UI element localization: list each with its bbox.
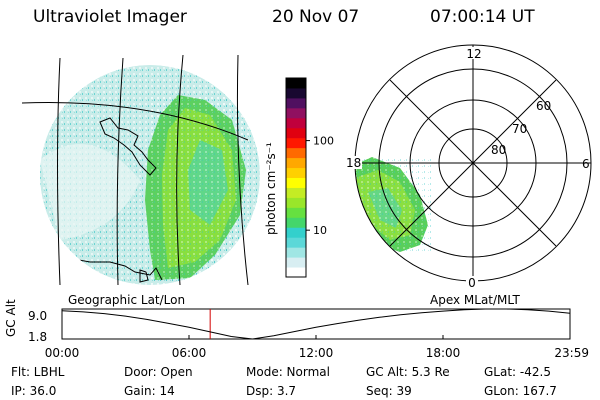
geographic-label: Geographic Lat/Lon	[68, 293, 186, 307]
flight-filter: Flt: LBHL	[11, 365, 65, 379]
mlt-6-label: 6	[582, 157, 590, 171]
lat-80-label: 80	[491, 143, 506, 157]
mlt-12-label: 12	[466, 47, 481, 61]
colorbar-cell	[286, 87, 306, 99]
gc-alt-value: GC Alt: 5.3 Re	[366, 365, 450, 379]
time-label: 07:00:14 UT	[430, 7, 535, 27]
strip-xtick-label: 00:00	[45, 346, 80, 360]
strip-ytick-min: 1.8	[28, 330, 47, 344]
polar-panel: 12 6 18 0 60 70 80	[344, 44, 592, 290]
colorbar-cell	[286, 187, 306, 198]
mlt-0-label: 0	[468, 276, 476, 290]
colorbar-cell	[286, 217, 306, 228]
geographic-image-panel	[40, 65, 260, 285]
colorbar-ticks: 100 10	[306, 135, 334, 237]
mlt-18-label: 18	[346, 156, 361, 170]
polar-axis-diag-2	[389, 79, 557, 247]
strip-ylabel: GC Alt	[4, 299, 18, 337]
door-status: Door: Open	[124, 365, 193, 379]
colorbar-cell	[286, 197, 306, 208]
colorbar-cell	[286, 247, 306, 258]
date-label: 20 Nov 07	[272, 7, 360, 27]
geo-grid	[21, 54, 249, 286]
strip-xtick-label: 12:00	[299, 346, 334, 360]
geo-meridian-4	[236, 54, 249, 286]
colorbar-frame	[285, 77, 307, 278]
apex-label: Apex MLat/MLT	[430, 293, 520, 307]
strip-xtick-label: 23:59	[554, 346, 589, 360]
altitude-strip: 00:00 06:00 12:00 18:00 23:59 GC Alt 9.0 1.8	[4, 299, 589, 360]
geo-meridian-1	[57, 57, 61, 286]
geo-faint-region	[40, 144, 140, 240]
colorbar-cell	[286, 227, 306, 238]
geo-island	[139, 269, 149, 283]
colorbar-cell	[286, 107, 306, 119]
geo-meridian-2	[116, 57, 124, 286]
colorbar-cells	[286, 78, 306, 278]
colorbar-tick-label: 100	[313, 135, 334, 148]
geo-lon-value: GLon: 167.7	[484, 384, 557, 398]
lat-60-label: 60	[536, 99, 551, 113]
strip-ytick-max: 9.0	[28, 309, 47, 323]
strip-frame	[61, 308, 571, 340]
colorbar-cell	[286, 157, 306, 169]
sequence-value: Seq: 39	[366, 384, 412, 398]
colorbar-cell	[286, 78, 306, 89]
colorbar-cell	[286, 177, 306, 188]
strip-xtick-label: 06:00	[172, 346, 207, 360]
geo-parallel-1	[21, 101, 249, 141]
mode-status: Mode: Normal	[246, 365, 330, 379]
colorbar-tick-label: 10	[313, 224, 327, 237]
geo-aurora-speckle	[150, 95, 250, 285]
colorbar-cell	[286, 257, 306, 268]
altitude-series-line	[61, 308, 571, 340]
lat-70-label: 70	[512, 122, 527, 136]
geo-meridian-3	[176, 54, 184, 286]
colorbar-cell	[286, 137, 306, 149]
colorbar-cell	[286, 117, 306, 129]
colorbar-cell	[286, 207, 306, 218]
colorbar-cell	[286, 167, 306, 178]
colorbar-cell	[286, 147, 306, 159]
dsp-value: Dsp: 3.7	[246, 384, 297, 398]
strip-xtick-label: 18:00	[426, 346, 461, 360]
ip-value: IP: 36.0	[11, 384, 57, 398]
instrument-title: Ultraviolet Imager	[33, 7, 187, 27]
colorbar-cell	[286, 127, 306, 139]
colorbar-cell	[286, 97, 306, 109]
colorbar: 100 10	[285, 77, 334, 278]
strip-x-ticks: 00:00 06:00 12:00 18:00 23:59	[45, 335, 589, 360]
gain-value: Gain: 14	[124, 384, 175, 398]
colorbar-label: photon cm⁻²s⁻¹	[264, 142, 278, 235]
colorbar-cell	[286, 237, 306, 248]
geo-lat-value: GLat: -42.5	[484, 365, 551, 379]
colorbar-cell	[286, 267, 306, 278]
